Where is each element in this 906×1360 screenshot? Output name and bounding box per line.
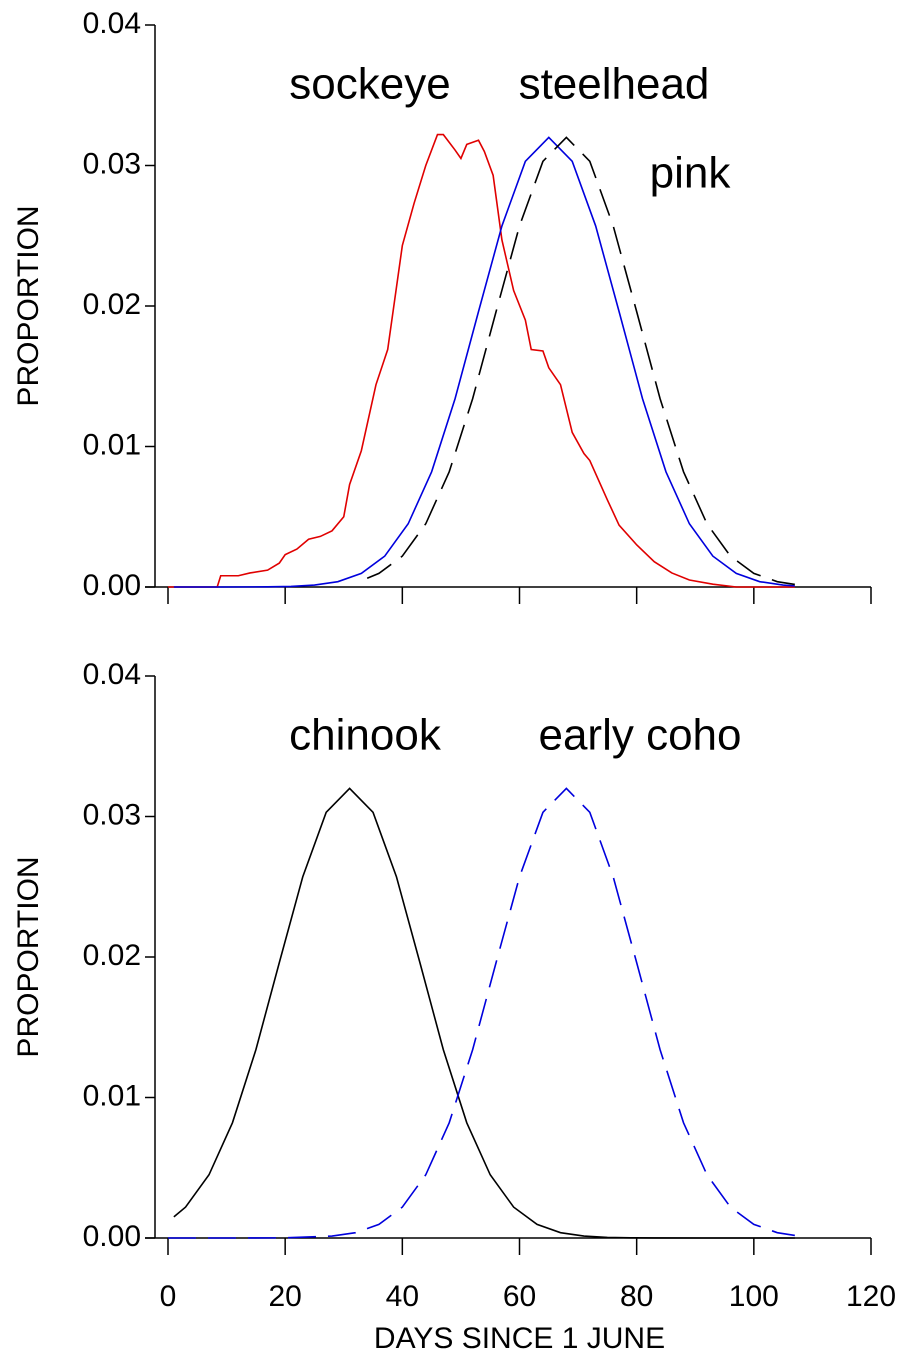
y-tick-label: 0.02 bbox=[83, 288, 141, 321]
y-tick-label: 0.01 bbox=[83, 1079, 141, 1112]
x-tick-label: 20 bbox=[268, 1280, 301, 1313]
series-line bbox=[173, 136, 795, 588]
y-tick-label: 0.01 bbox=[83, 428, 141, 461]
y-axis-title: PROPORTION bbox=[12, 856, 45, 1057]
y-axis-title: PROPORTION bbox=[12, 205, 45, 406]
y-tick-label: 0.00 bbox=[83, 1220, 141, 1253]
y-tick-label: 0.04 bbox=[83, 658, 141, 691]
x-axis-title: DAYS SINCE 1 JUNE bbox=[374, 1322, 665, 1355]
series-line bbox=[173, 787, 795, 1239]
y-tick-label: 0.04 bbox=[83, 7, 141, 40]
series-label: early coho bbox=[538, 711, 741, 760]
y-tick-label: 0.03 bbox=[83, 147, 141, 180]
x-tick-label: 120 bbox=[846, 1280, 896, 1313]
series-line bbox=[366, 136, 795, 586]
series-label: steelhead bbox=[519, 60, 710, 109]
series-label: sockeye bbox=[289, 60, 450, 109]
series-line bbox=[168, 133, 795, 588]
y-tick-label: 0.03 bbox=[83, 798, 141, 831]
x-tick-label: 60 bbox=[503, 1280, 536, 1313]
series-label: chinook bbox=[289, 711, 442, 760]
x-tick-label: 40 bbox=[386, 1280, 419, 1313]
x-tick-label: 100 bbox=[729, 1280, 779, 1313]
x-tick-label: 80 bbox=[620, 1280, 653, 1313]
y-tick-label: 0.02 bbox=[83, 939, 141, 972]
x-tick-label: 0 bbox=[160, 1280, 177, 1313]
series-line bbox=[168, 787, 795, 1239]
series-label: pink bbox=[650, 149, 732, 198]
y-tick-label: 0.00 bbox=[83, 569, 141, 602]
